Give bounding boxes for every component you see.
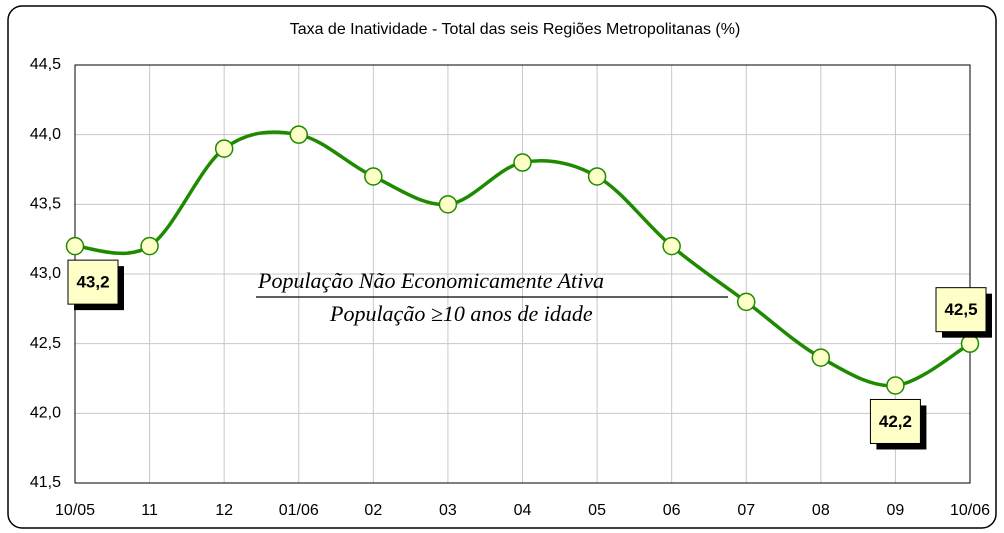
marker [65, 236, 85, 256]
x-tick-label: 11 [141, 502, 158, 519]
y-tick-label: 44,0 [30, 126, 61, 143]
x-tick-label: 10/06 [950, 502, 990, 519]
chart-title: Taxa de Inatividade - Total das seis Reg… [290, 21, 741, 38]
y-tick-label: 43,0 [30, 265, 61, 282]
marker [960, 334, 980, 353]
marker [438, 195, 458, 214]
marker [140, 236, 159, 256]
data-label: 42,5 [944, 300, 977, 319]
y-tick-label: 44,5 [30, 56, 61, 73]
marker [886, 376, 905, 395]
x-tick-label: 06 [663, 502, 681, 519]
x-tick-label: 12 [215, 502, 233, 519]
y-tick-label: 43,5 [30, 196, 61, 213]
marker [662, 236, 681, 256]
marker [737, 292, 756, 312]
x-tick-label: 07 [737, 502, 755, 519]
data-label-box [869, 398, 921, 444]
annotation-numerator: População Não Economicamente Ativa [257, 268, 604, 293]
y-tick-label: 41,5 [30, 474, 61, 491]
x-tick-label: 01/06 [279, 502, 319, 519]
data-label-box [67, 259, 119, 305]
x-tick-label: 04 [514, 502, 532, 519]
x-tick-label: 05 [588, 502, 606, 519]
marker [364, 167, 383, 186]
x-tick-label: 02 [364, 502, 382, 519]
y-tick-label: 42,5 [30, 335, 61, 352]
marker [214, 139, 234, 158]
chart-frame [7, 5, 997, 529]
annotation-denominator: População ≥10 anos de idade [329, 301, 593, 326]
x-tick-label: 03 [439, 502, 457, 519]
x-tick-label: 09 [887, 502, 905, 519]
x-tick-label: 10/05 [55, 502, 95, 519]
data-label: 42,2 [879, 412, 912, 431]
marker [811, 348, 831, 367]
marker [289, 125, 308, 144]
data-label-box [935, 287, 987, 333]
x-tick-label: 08 [812, 502, 830, 519]
marker [513, 153, 532, 172]
y-tick-label: 42,0 [30, 405, 61, 422]
marker [587, 167, 607, 186]
data-label: 43,2 [76, 273, 109, 292]
